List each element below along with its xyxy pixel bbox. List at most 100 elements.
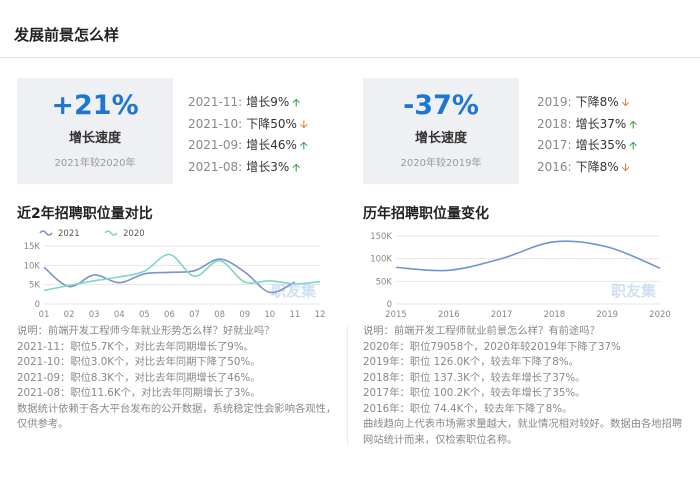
arrow-up-icon: 🡩 (292, 96, 301, 109)
x-tick-label: 2020 (649, 310, 671, 320)
trend-label: 增长9% (246, 95, 290, 109)
note-line: 说明：前端开发工程师就业前景怎么样？有前途吗？ (363, 325, 600, 337)
note-line: 2021-11：职位5.7K个，对比去年同期增长了9%。 (17, 340, 254, 353)
trend-row: 2021-11: 增长9% 🡩 (188, 92, 308, 114)
left-growth-value: +21% (51, 90, 139, 121)
y-tick-label: 5K (29, 281, 40, 291)
y-tick-label: 15K (24, 242, 41, 252)
note-line: 2021-08：职位11.6K个，对比去年同期增长了3%。 (17, 387, 261, 399)
legend-swatch (39, 230, 53, 236)
x-tick-label: 2016 (438, 310, 460, 320)
series-line-0 (395, 240, 661, 272)
note-line: 数据统计依赖于各大平台发布的公开数据，系统稳定性会影响各观性，仅供参考。 (17, 402, 337, 431)
notes-divider (347, 325, 348, 445)
monthly-comparison-svg: 15K 10K 5K 001 02 03 04 05 06 07 08 09 10 11 12 职友集 2021… (24, 229, 326, 320)
right-notes: 说明：前端开发工程师就业前景怎么样？有前途吗？ 2020年：职位79058个，2… (363, 324, 683, 448)
legend-swatch (104, 230, 118, 236)
right-growth-stat: -37% 增长速度 2020年较2019年 (363, 78, 519, 184)
trend-period: 2019: (537, 95, 572, 109)
trend-row: 2017: 增长35% 🡩 (537, 135, 637, 157)
series-line-2021 (43, 258, 296, 294)
trend-label: 下降8% (575, 159, 619, 174)
yearly-trend-chart: 150K 100K 50K 0 2015 2016 2017 2018 2019 2020 职友集 (362, 224, 678, 320)
title-divider (0, 57, 700, 58)
trend-period: 2016: (537, 159, 572, 174)
note-line: 曲线趋向上代表市场需求量越大，就业情况相对较好。数据由各地招聘网站统计而来，仅检… (363, 418, 683, 446)
x-tick-label: 01 (39, 310, 50, 320)
arrow-down-icon: 🡫 (621, 96, 630, 109)
left-notes: 说明：前端开发工程师今年就业形势怎么样？好就业吗？ 2021-11：职位5.7K… (17, 324, 337, 433)
y-tick-label: 0 (35, 300, 40, 310)
right-growth-label: 增长速度 (414, 131, 467, 146)
right-growth-value: -37% (403, 90, 479, 121)
arrow-down-icon: 🡫 (299, 117, 308, 131)
watermark-logo: 职友集 (611, 282, 657, 300)
x-tick-label: 2018 (544, 310, 566, 320)
trend-period: 2021-10: (188, 116, 243, 131)
right-trend-list: 2019: 下降8% 🡫 2018: 增长37% 🡩 2017: 增长35% 🡩 2016:… (537, 92, 637, 178)
trend-period: 2021-11: (188, 95, 243, 109)
legend-label: 2020 (123, 229, 145, 239)
x-tick-label: 11 (289, 310, 300, 320)
monthly-comparison-chart: 15K 10K 5K 0 01 02 03 04 05 06 07 08 09 10 11 12 职友集 2021… (14, 224, 332, 320)
left-growth-label: 增长速度 (68, 131, 121, 146)
y-tick-label: 50K (376, 277, 393, 287)
watermark-logo: 职友集 (271, 282, 317, 300)
x-tick-label: 07 (189, 310, 200, 320)
arrow-up-icon: 🡩 (629, 117, 638, 131)
note-line: 2018年：职位 137.3K个，较去年增长了37%。 (363, 371, 586, 384)
y-tick-label: 10K (24, 261, 41, 271)
series-line-2020 (43, 253, 321, 292)
trend-label: 增长35% (575, 138, 627, 152)
arrow-up-icon: 🡩 (299, 139, 308, 152)
x-tick-label: 2015 (385, 310, 407, 320)
note-line: 2016年：职位 74.4K个，较去年下降了8%。 (363, 402, 573, 415)
note-line: 说明：前端开发工程师今年就业形势怎么样？好就业吗？ (17, 325, 275, 337)
note-line: 2020年：职位79058个，2020年较2019年下降了37% (363, 340, 621, 353)
trend-row: 2021-10: 下降50% 🡫 (188, 114, 308, 136)
x-tick-label: 06 (164, 310, 175, 320)
y-tick-label: 150K (370, 232, 392, 242)
x-tick-label: 10 (264, 310, 275, 320)
trend-row: 2016: 下降8% 🡫 (537, 157, 637, 179)
trend-row: 2018: 增长37% 🡩 (537, 114, 637, 136)
x-tick-label: 09 (239, 310, 250, 320)
x-tick-label: 04 (114, 310, 125, 320)
trend-row: 2021-09: 增长46% 🡩 (188, 135, 308, 157)
trend-label: 增长37% (575, 116, 627, 131)
trend-label: 增长3% (246, 159, 290, 174)
x-tick-label: 2017 (491, 310, 513, 320)
left-trend-list: 2021-11: 增长9% 🡩 2021-10: 下降50% 🡫 2021-09: 增长4… (188, 92, 308, 178)
note-line: 2021-10：职位3.0K个，对比去年同期下降了50%。 (17, 356, 261, 368)
trend-period: 2021-08: (188, 159, 243, 174)
arrow-up-icon: 🡩 (629, 139, 638, 152)
arrow-up-icon: 🡩 (292, 160, 301, 174)
note-line: 2017年：职位 100.2K个，较去年增长了35%。 (363, 387, 586, 399)
right-chart-title: 历年招聘职位量变化 (363, 206, 489, 222)
trend-period: 2017: (537, 138, 572, 152)
left-chart-title: 近2年招聘职位量对比 (17, 206, 153, 222)
trend-label: 下降8% (575, 95, 619, 109)
left-growth-sub: 2021年较2020年 (54, 158, 136, 169)
y-tick-label: 0 (387, 300, 392, 310)
x-tick-label: 12 (315, 310, 326, 320)
x-tick-label: 05 (139, 310, 150, 320)
x-tick-label: 08 (214, 310, 225, 320)
left-growth-stat: +21% 增长速度 2021年较2020年 (17, 78, 173, 184)
trend-period: 2018: (537, 116, 572, 131)
legend-label: 2021 (58, 229, 80, 239)
trend-label: 下降50% (246, 116, 297, 131)
right-growth-sub: 2020年较2019年 (400, 158, 482, 169)
trend-row: 2021-08: 增长3% 🡩 (188, 157, 308, 179)
page-title: 发展前景怎么样 (14, 26, 120, 44)
trend-row: 2019: 下降8% 🡫 (537, 92, 637, 114)
trend-period: 2021-09: (188, 138, 243, 152)
x-tick-label: 02 (64, 310, 75, 320)
trend-label: 增长46% (246, 138, 297, 152)
note-line: 2019年：职位 126.0K个，较去年下降了8%。 (363, 356, 579, 368)
note-line: 2021-09：职位8.3K个，对比去年同期增长了46%。 (17, 371, 261, 384)
x-tick-label: 2019 (596, 310, 618, 320)
x-tick-label: 03 (89, 310, 100, 320)
